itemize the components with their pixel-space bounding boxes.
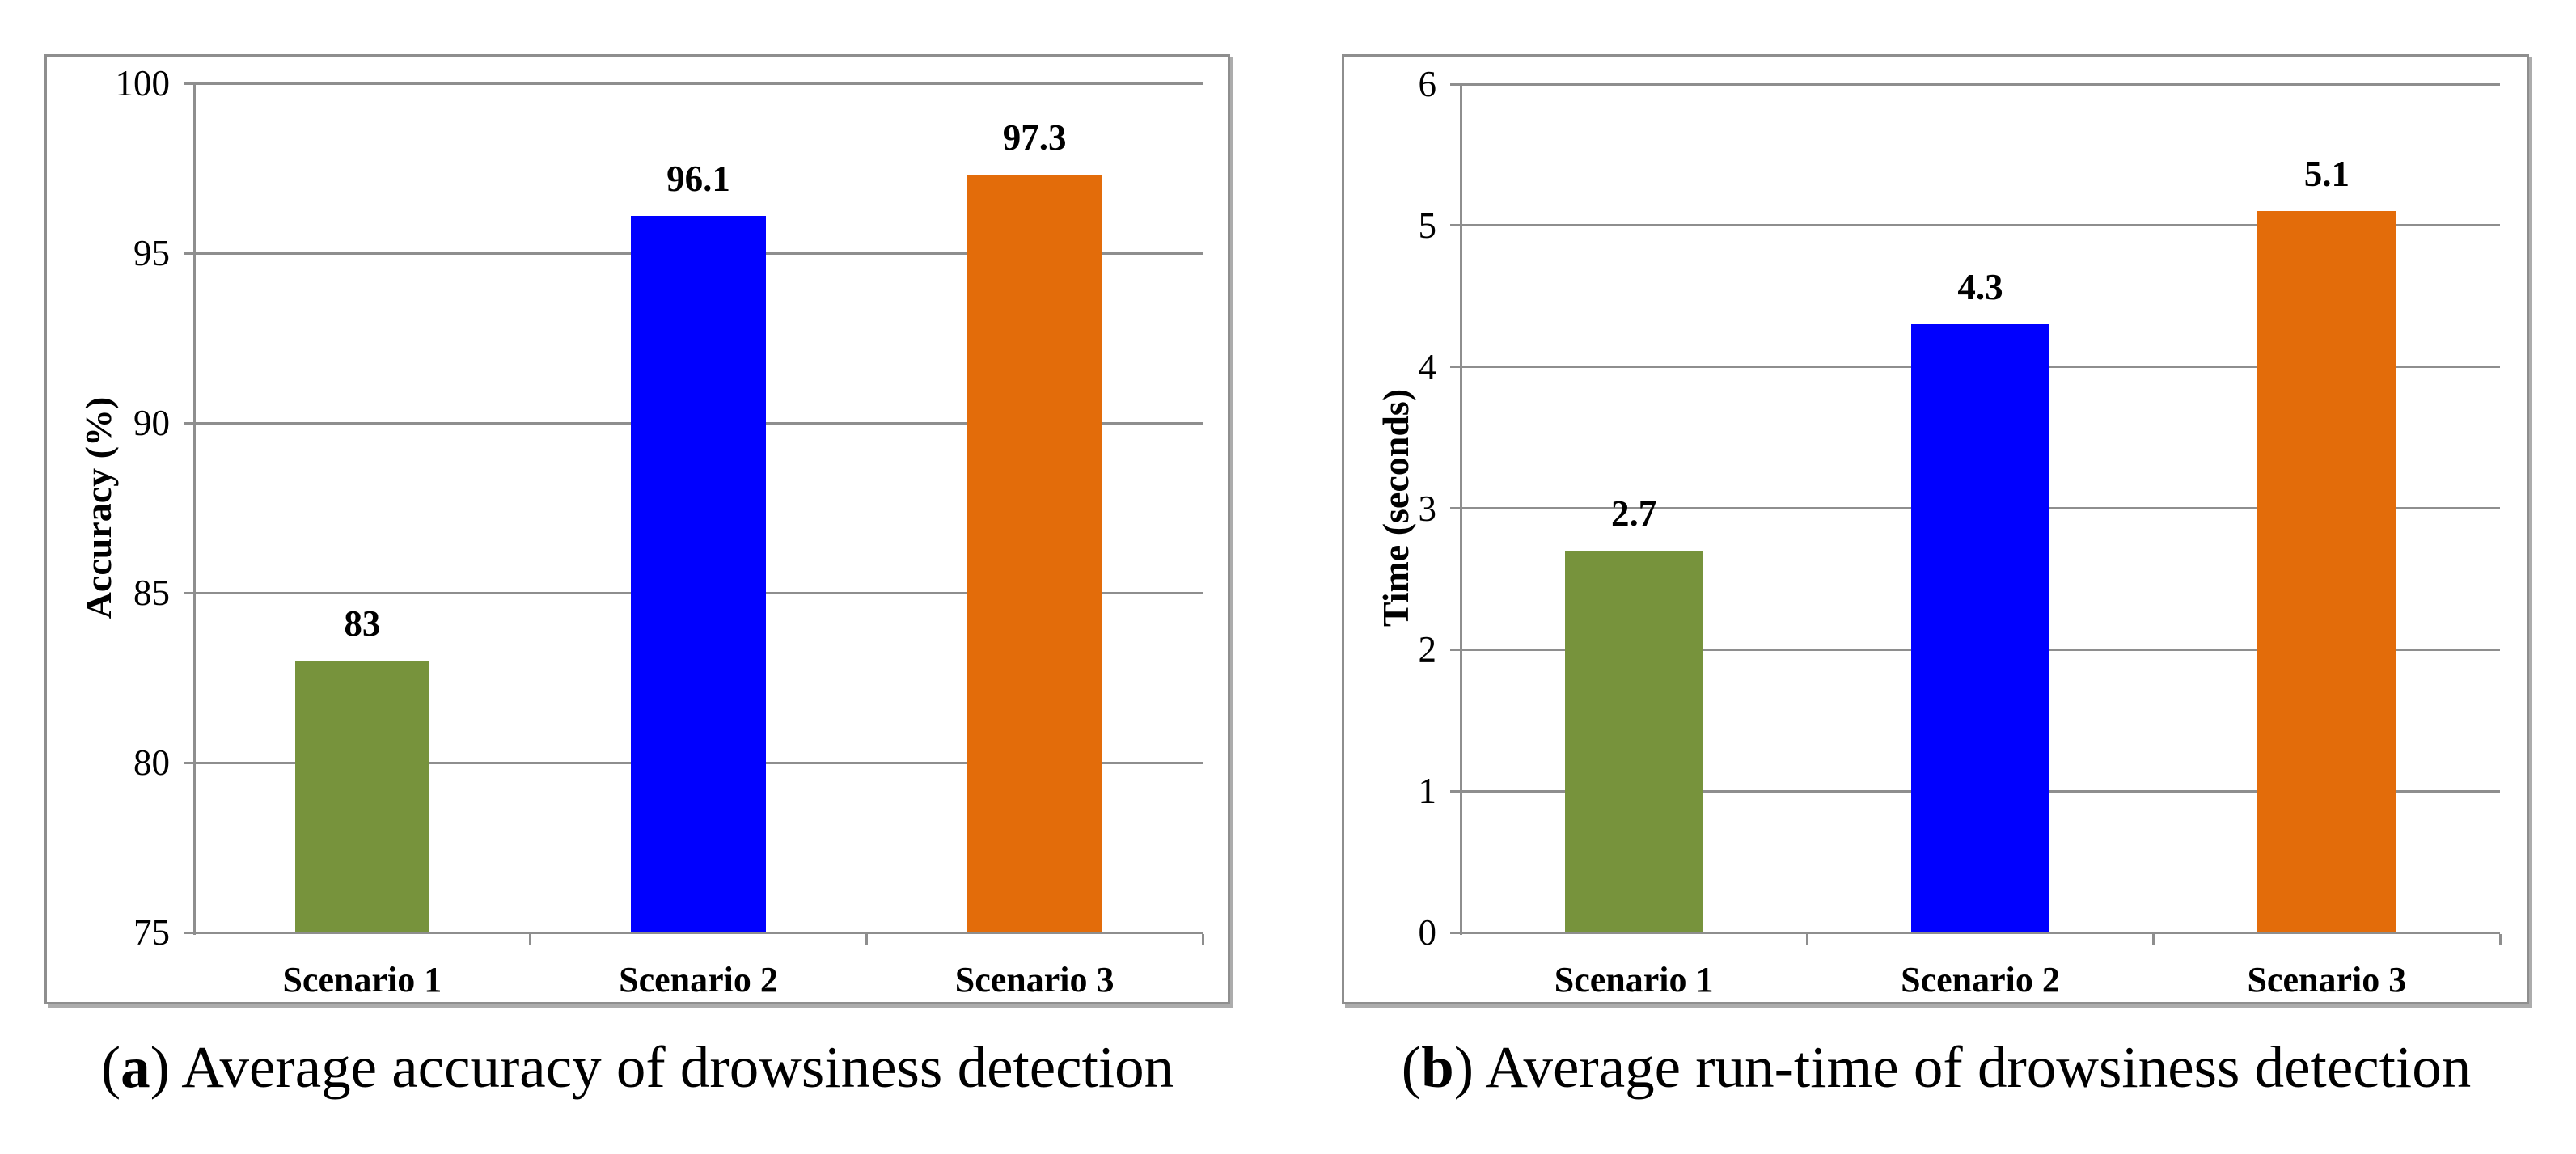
bar-value-label-scenario-1: 2.7 [1611,492,1657,534]
y-tick-label-0: 0 [1418,912,1437,953]
caption-a-paren-open: ( [100,1034,121,1100]
y-axis-tick-1 [1450,789,1461,793]
bar-value-label-scenario-2: 96.1 [666,158,730,199]
caption-a-text: Average accuracy of drowsiness detection [181,1034,1174,1100]
caption-b-paren-close: ) [1453,1034,1486,1100]
x-axis-tick-1 [529,933,532,945]
y-tick-label-75: 75 [133,912,170,953]
bar-scenario-2 [1910,324,2050,932]
chart-panel-accuracy: Accuracy (%) 75 80 85 90 95 100 83 Scenario 1 96… [44,54,1230,1004]
figure-caption-a: (a) Average accuracy of drowsiness detec… [24,1034,1250,1131]
gridline-5 [1461,224,2500,227]
caption-b-text: Average run-time of drowsiness detection [1485,1034,2472,1100]
category-label-scenario-1: Scenario 1 [1554,960,1714,1000]
x-axis-tick-3 [2498,933,2502,945]
caption-a-letter: a [121,1034,150,1100]
y-axis-tick-3 [1450,507,1461,509]
x-axis-tick-2 [865,933,868,945]
chart-panel-runtime: Time (seconds) 0 1 2 3 4 5 6 2.7 Scenario 1 4.3 Sc… [1342,54,2529,1004]
bar-scenario-1 [294,661,429,932]
y-axis-tick-6 [1450,82,1461,86]
figure-caption-b: (b) Average run-time of drowsiness detec… [1322,1034,2551,1131]
y-axis-tick-5 [1450,224,1461,227]
bar-value-label-scenario-1: 83 [344,603,381,644]
y-tick-label-5: 5 [1418,205,1437,246]
category-label-scenario-3: Scenario 3 [2247,960,2407,1000]
y-axis-tick-85 [184,591,194,594]
y-axis-line [1459,84,1462,935]
x-axis-line [194,931,1203,934]
gridline-100 [194,82,1203,85]
x-axis-line [1461,931,2500,934]
bar-value-label-scenario-3: 97.3 [1002,117,1067,159]
x-axis-tick-1 [1805,933,1808,945]
category-label-scenario-2: Scenario 2 [1901,960,2060,1000]
y-axis-tick-0 [1450,931,1461,934]
y-tick-label-95: 95 [133,233,170,273]
bar-scenario-3 [967,175,1102,932]
y-tick-label-1: 1 [1418,771,1437,812]
bar-scenario-3 [2257,211,2396,932]
y-axis-tick-90 [184,421,194,425]
x-axis-tick-2 [2152,933,2155,945]
y-tick-label-100: 100 [115,63,171,104]
x-axis-tick-3 [1201,933,1204,945]
bar-scenario-1 [1564,550,1703,932]
y-tick-label-85: 85 [133,573,170,613]
y-tick-label-6: 6 [1418,64,1437,104]
y-axis-tick-100 [184,82,194,85]
y-axis-tick-2 [1450,648,1461,651]
y-tick-label-2: 2 [1418,629,1437,670]
bar-value-label-scenario-2: 4.3 [1957,267,2003,308]
caption-a-paren-close: ) [150,1034,182,1100]
y-axis-tick-80 [184,761,194,764]
y-axis-tick-4 [1450,366,1461,369]
caption-b-paren-open: ( [1401,1034,1422,1100]
y-tick-label-4: 4 [1418,346,1437,387]
y-tick-label-80: 80 [133,742,170,783]
caption-b-letter: b [1421,1034,1454,1100]
bar-value-label-scenario-3: 5.1 [2303,154,2350,195]
category-label-scenario-2: Scenario 2 [619,960,778,1000]
category-label-scenario-1: Scenario 1 [282,960,442,1000]
y-axis-line [192,83,196,935]
gridline-6 [1461,82,2500,86]
y-tick-label-3: 3 [1418,488,1437,529]
y-tick-label-90: 90 [133,403,170,443]
y-axis-tick-75 [184,931,194,934]
bar-scenario-2 [631,215,766,932]
y-axis-tick-95 [184,252,194,255]
category-label-scenario-3: Scenario 3 [954,960,1115,1000]
